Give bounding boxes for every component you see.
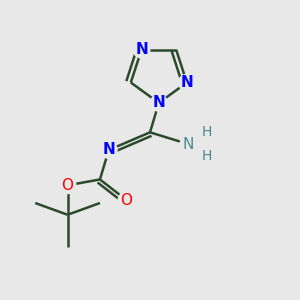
Circle shape xyxy=(180,136,196,152)
Circle shape xyxy=(118,192,135,208)
Circle shape xyxy=(133,41,150,58)
Text: N: N xyxy=(135,42,148,57)
Circle shape xyxy=(178,74,195,91)
Circle shape xyxy=(59,177,76,194)
Text: N: N xyxy=(181,75,193,90)
Text: N: N xyxy=(152,95,165,110)
Text: O: O xyxy=(120,193,132,208)
Text: H: H xyxy=(202,149,212,164)
Circle shape xyxy=(151,94,167,111)
Text: N: N xyxy=(102,142,115,158)
Circle shape xyxy=(100,142,117,158)
Text: O: O xyxy=(61,178,74,193)
Text: H: H xyxy=(202,125,212,139)
Text: N: N xyxy=(183,136,194,152)
